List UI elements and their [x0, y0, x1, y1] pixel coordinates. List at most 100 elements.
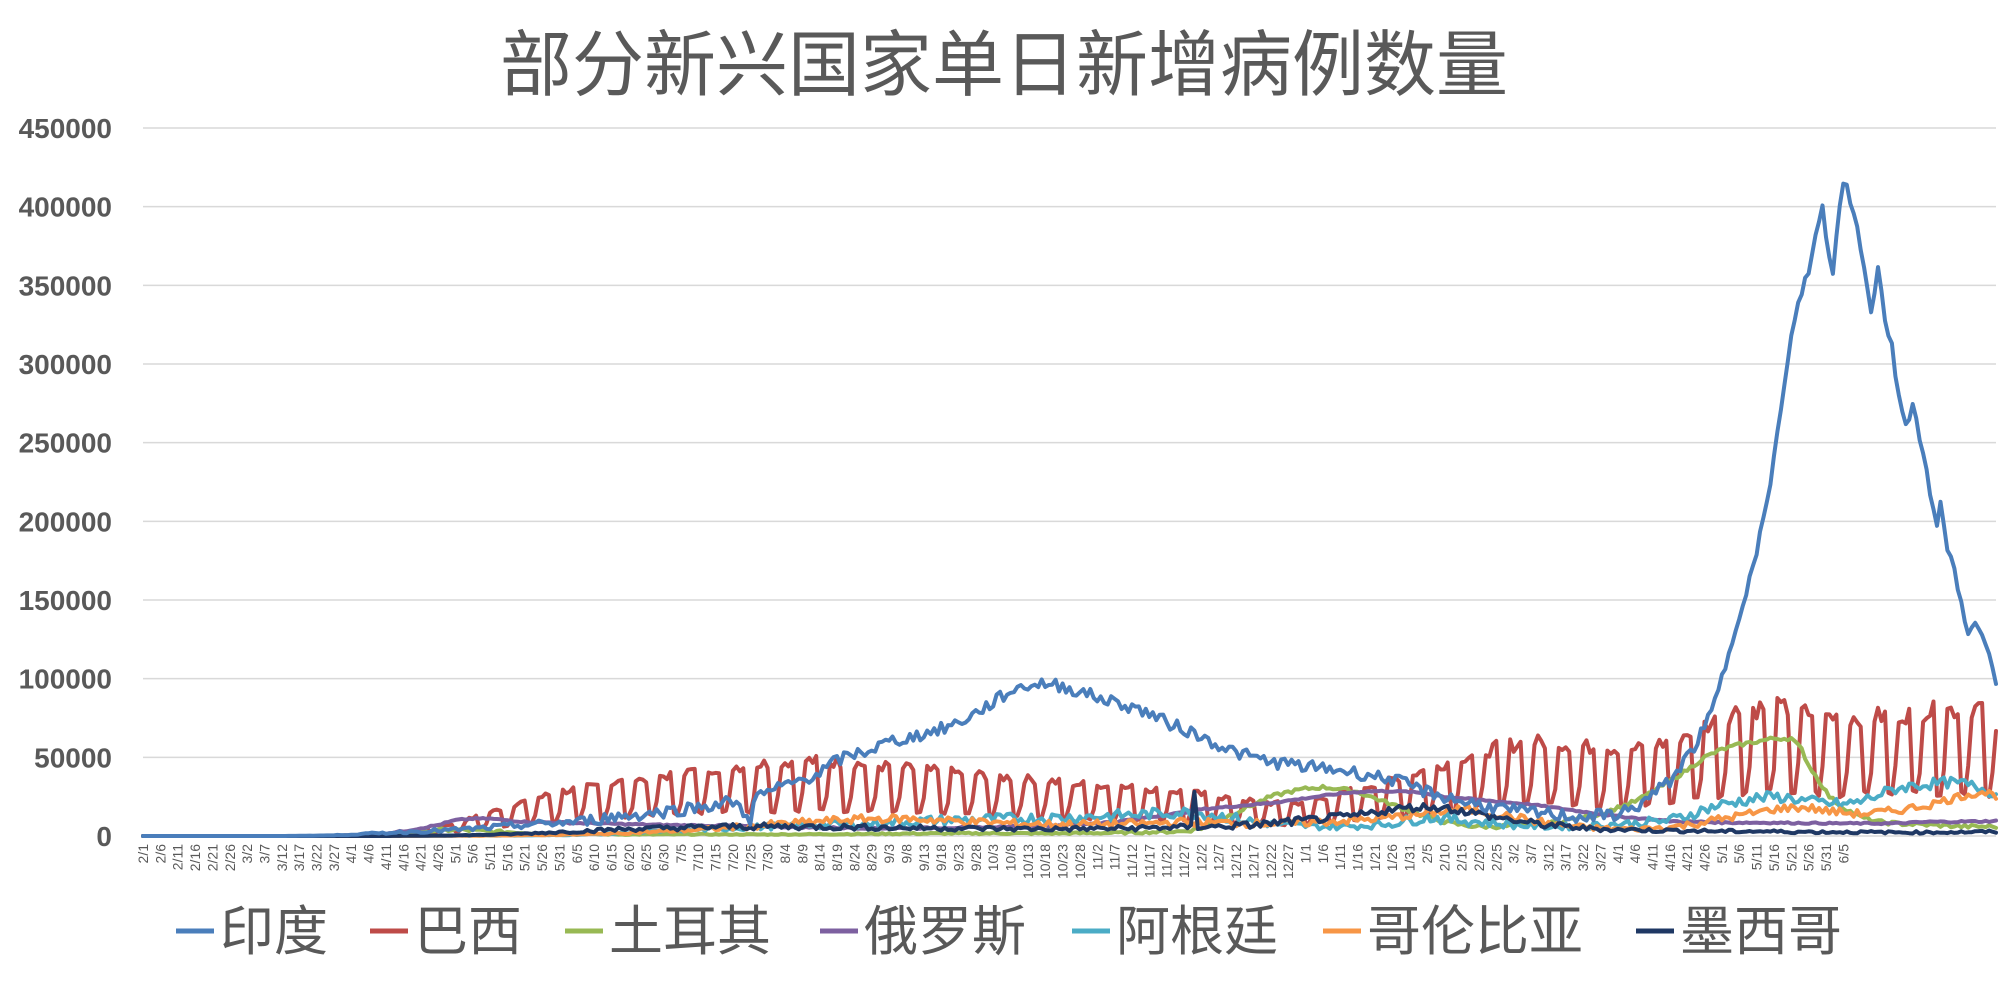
x-tick-label: 12/7 [1211, 844, 1227, 871]
x-tick-label: 2/16 [187, 844, 203, 871]
x-tick-label: 4/21 [1679, 844, 1695, 871]
x-tick-label: 1/16 [1350, 844, 1366, 871]
x-tick-label: 3/12 [1540, 844, 1556, 871]
x-tick-label: 1/21 [1367, 844, 1383, 871]
y-tick-label: 400000 [19, 192, 112, 223]
x-tick-label: 4/16 [395, 844, 411, 871]
x-tick-label: 7/25 [742, 844, 758, 871]
x-tick-label: 9/3 [881, 844, 897, 864]
x-tick-label: 8/4 [777, 844, 793, 864]
x-tick-label: 12/27 [1280, 844, 1296, 879]
legend-label: 墨西哥 [1680, 900, 1842, 963]
y-tick-label: 50000 [34, 742, 112, 773]
x-tick-label: 5/16 [499, 844, 515, 871]
y-tick-label: 200000 [19, 506, 112, 537]
chart-title: 部分新兴国家单日新增病例数量 [500, 23, 1508, 107]
x-tick-label: 2/11 [170, 844, 186, 870]
x-tick-label: 6/25 [638, 844, 654, 871]
x-tick-label: 5/16 [1766, 844, 1782, 871]
x-tick-label: 8/29 [864, 844, 880, 871]
x-tick-label: 4/11 [1644, 844, 1660, 870]
x-tick-label: 5/11 [1749, 844, 1765, 870]
series-line-1 [141, 181, 1998, 838]
x-tick-label: 4/1 [343, 844, 359, 864]
x-tick-label: 8/9 [794, 844, 810, 864]
x-axis-tick-labels: 2/1 2/6 2/11 2/16 2/21 2/26 3/2 3/7 3/12 3/17 3/22… [135, 844, 1851, 879]
legend-label: 阿根廷 [1116, 900, 1278, 963]
x-tick-label: 4/26 [430, 844, 446, 871]
x-tick-label: 10/23 [1055, 844, 1071, 879]
x-tick-label: 11/7 [1107, 844, 1123, 870]
x-tick-label: 4/6 [1627, 844, 1643, 864]
x-tick-label: 3/17 [291, 844, 307, 871]
y-axis-tick-labels: 0 50000 100000 150000 200000 250000 300000 3500… [19, 113, 112, 852]
y-tick-label: 0 [96, 821, 112, 852]
x-tick-label: 4/1 [1610, 844, 1626, 864]
x-tick-label: 10/18 [1037, 844, 1053, 879]
x-tick-label: 11/12 [1124, 844, 1140, 878]
y-tick-label: 150000 [19, 585, 112, 616]
x-tick-label: 6/15 [603, 844, 619, 871]
x-tick-label: 11/22 [1159, 844, 1175, 878]
series-line-2 [141, 696, 1998, 838]
x-tick-label: 9/18 [933, 844, 949, 871]
x-tick-label: 3/27 [1592, 844, 1608, 871]
series-lines [141, 181, 1998, 838]
x-tick-label: 7/20 [725, 844, 741, 871]
x-tick-label: 4/6 [361, 844, 377, 864]
y-tick-label: 300000 [19, 349, 112, 380]
x-tick-label: 7/5 [673, 844, 689, 864]
x-tick-label: 5/31 [551, 844, 567, 871]
x-tick-label: 3/22 [1575, 844, 1591, 871]
y-tick-label: 100000 [19, 664, 112, 695]
x-tick-label: 3/7 [1523, 844, 1539, 864]
x-tick-label: 1/6 [1315, 844, 1331, 864]
x-tick-label: 5/26 [534, 844, 550, 871]
x-tick-label: 2/26 [222, 844, 238, 871]
x-tick-label: 1/1 [1297, 844, 1313, 864]
x-tick-label: 2/1 [135, 844, 151, 864]
x-tick-label: 4/11 [378, 844, 394, 870]
legend: 印度 巴西 土耳其 俄罗斯 阿根廷 哥伦比亚 墨西哥 [176, 900, 1842, 963]
x-tick-label: 7/15 [708, 844, 724, 871]
y-tick-label: 350000 [19, 270, 112, 301]
x-tick-label: 6/20 [621, 844, 637, 871]
x-tick-label: 3/2 [1506, 844, 1522, 864]
x-tick-label: 4/21 [413, 844, 429, 871]
x-tick-label: 3/2 [239, 844, 255, 864]
x-tick-label: 2/25 [1488, 844, 1504, 871]
x-tick-label: 8/14 [812, 844, 828, 871]
x-tick-label: 12/17 [1245, 844, 1261, 879]
x-tick-label: 5/6 [465, 844, 481, 864]
x-tick-label: 11/27 [1176, 844, 1192, 878]
x-tick-label: 6/5 [1835, 844, 1851, 864]
y-tick-label: 250000 [19, 428, 112, 459]
x-tick-label: 1/26 [1384, 844, 1400, 871]
x-tick-label: 5/26 [1801, 844, 1817, 871]
x-tick-label: 4/16 [1662, 844, 1678, 871]
gridlines [143, 127, 1996, 759]
x-tick-label: 12/22 [1263, 844, 1279, 879]
x-tick-label: 3/27 [326, 844, 342, 871]
x-tick-label: 7/30 [760, 844, 776, 871]
x-tick-label: 5/11 [482, 844, 498, 870]
x-tick-label: 2/15 [1454, 844, 1470, 871]
legend-label: 印度 [220, 900, 328, 963]
x-tick-label: 5/1 [1714, 844, 1730, 864]
x-tick-label: 1/11 [1332, 844, 1348, 870]
x-tick-label: 12/12 [1228, 844, 1244, 879]
x-tick-label: 6/5 [569, 844, 585, 864]
x-tick-label: 3/17 [1558, 844, 1574, 871]
x-tick-label: 6/10 [586, 844, 602, 871]
x-tick-label: 11/17 [1141, 844, 1157, 878]
series-line-7 [141, 789, 1998, 838]
x-tick-label: 9/23 [950, 844, 966, 871]
x-tick-label: 2/5 [1419, 844, 1435, 864]
x-tick-label: 2/10 [1436, 844, 1452, 871]
x-tick-label: 5/21 [517, 844, 533, 871]
x-tick-label: 1/31 [1402, 844, 1418, 871]
legend-label: 土耳其 [609, 900, 771, 963]
x-tick-label: 3/12 [274, 844, 290, 871]
x-tick-label: 3/7 [256, 844, 272, 864]
